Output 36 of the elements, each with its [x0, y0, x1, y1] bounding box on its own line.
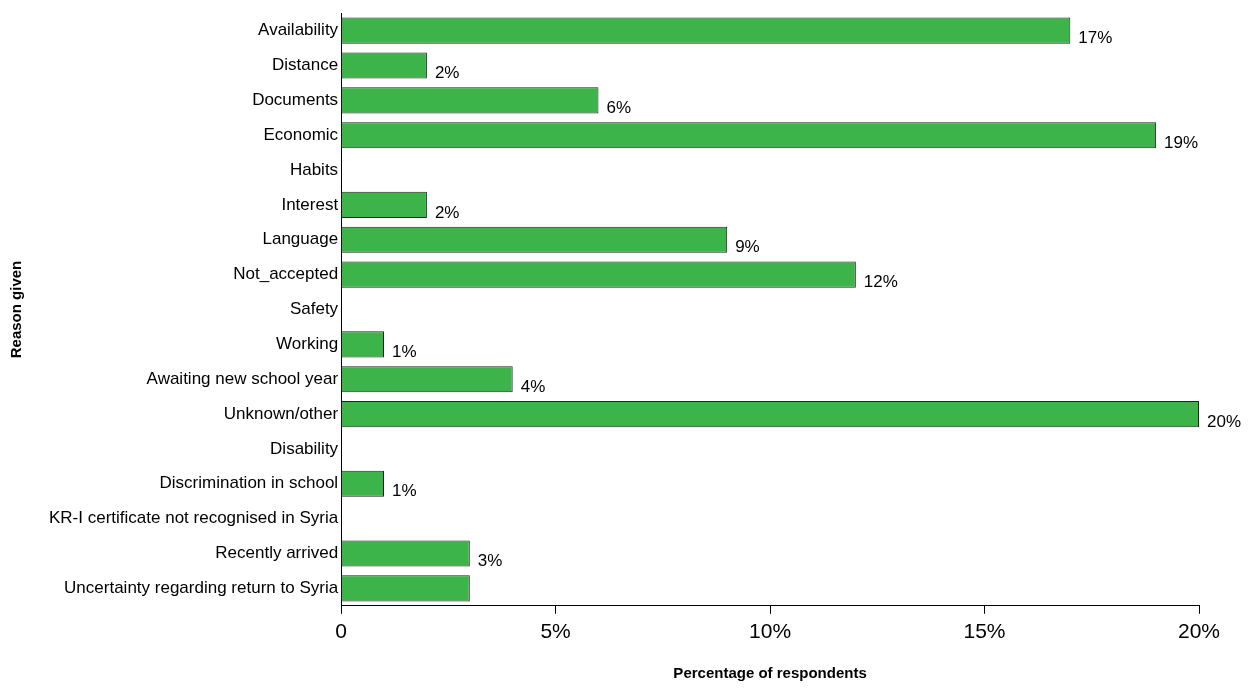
- x-tick-label: 15%: [963, 619, 1006, 643]
- x-tick-label: 0: [335, 619, 347, 643]
- y-tick-label: Interest: [281, 194, 339, 214]
- y-tick-label: Working: [276, 334, 339, 354]
- y-tick-label: Uncertainty regarding return to Syria: [64, 578, 339, 598]
- data-label: 3%: [477, 551, 503, 571]
- y-tick-label: KR-I certificate not recognised in Syria: [49, 508, 339, 528]
- data-label: 20%: [1207, 411, 1242, 431]
- y-axis-title: Reason given: [7, 260, 25, 359]
- x-tick-label: 20%: [1177, 619, 1221, 643]
- data-label: 1%: [392, 342, 417, 362]
- data-label: 2%: [434, 63, 460, 83]
- y-tick-label: Distance: [271, 55, 339, 75]
- y-tick-label: Economic: [263, 124, 339, 144]
- data-label: 19%: [1164, 132, 1199, 152]
- y-tick-label: Disability: [270, 438, 339, 458]
- y-tick-label: Habits: [289, 159, 339, 179]
- y-tick-label: Discrimination in school: [159, 473, 339, 493]
- y-tick-label: Recently arrived: [215, 543, 339, 563]
- y-tick-label: Awaiting new school year: [146, 368, 339, 388]
- y-tick-label: Unknown/other: [223, 403, 339, 423]
- data-label: 4%: [520, 376, 546, 396]
- data-label: 1%: [392, 481, 417, 501]
- y-tick-label: Language: [262, 229, 339, 249]
- data-label: 2%: [434, 202, 460, 222]
- y-tick-label: Documents: [252, 90, 339, 110]
- data-label: 12%: [863, 272, 898, 292]
- y-tick-label: Availability: [258, 20, 339, 40]
- y-tick-label: Not_accepted: [233, 264, 339, 284]
- data-label: 9%: [735, 237, 760, 257]
- data-label: 17%: [1078, 28, 1113, 48]
- data-label: 6%: [606, 98, 632, 118]
- x-tick-label: 10%: [749, 619, 792, 643]
- x-axis-title: Percentage of respondents: [673, 664, 867, 682]
- y-tick-label: Safety: [289, 299, 339, 319]
- x-tick-label: 5%: [540, 619, 571, 643]
